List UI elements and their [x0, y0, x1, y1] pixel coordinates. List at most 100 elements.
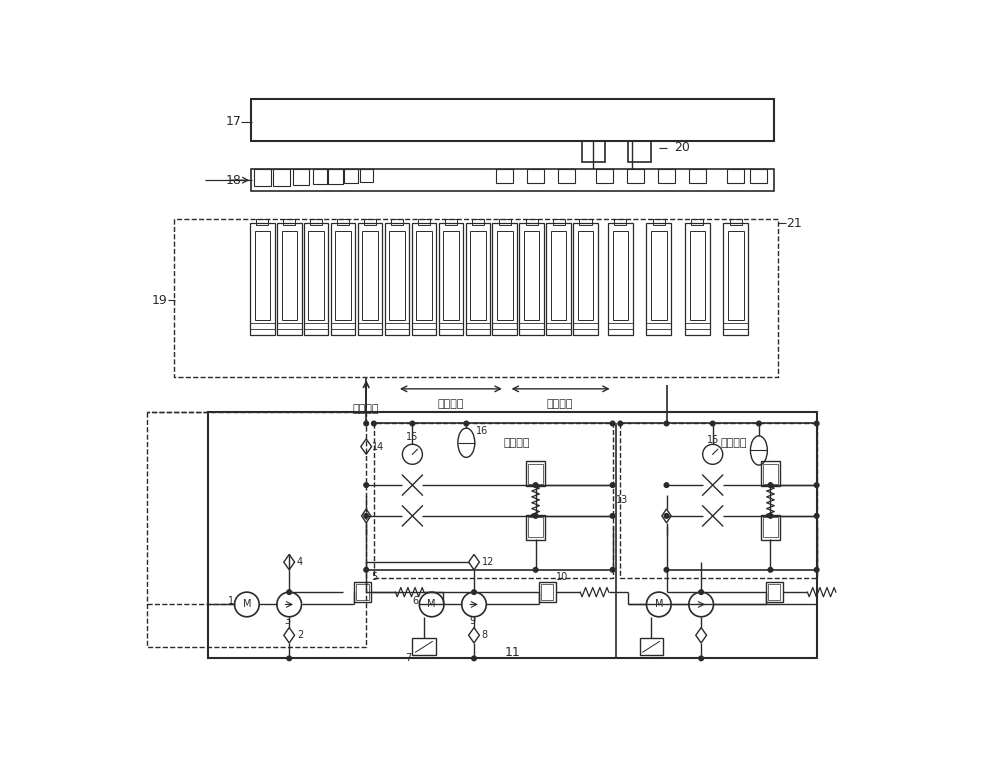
- Bar: [689, 169, 706, 183]
- Bar: [546, 223, 571, 335]
- Bar: [685, 223, 710, 335]
- Bar: [470, 231, 486, 320]
- Bar: [443, 231, 459, 320]
- Circle shape: [364, 421, 369, 426]
- Circle shape: [664, 567, 669, 572]
- Bar: [445, 219, 457, 225]
- Bar: [255, 231, 270, 320]
- Bar: [761, 461, 780, 486]
- Bar: [578, 231, 593, 320]
- Bar: [723, 223, 748, 335]
- Bar: [416, 231, 432, 320]
- Circle shape: [287, 656, 292, 661]
- Text: M: M: [427, 600, 436, 609]
- Circle shape: [472, 590, 476, 594]
- Text: 14: 14: [372, 442, 385, 451]
- Bar: [304, 223, 328, 335]
- Bar: [526, 219, 538, 225]
- Text: 卸荷阀组: 卸荷阀组: [503, 438, 530, 447]
- Bar: [761, 515, 780, 540]
- Text: 18: 18: [226, 174, 241, 186]
- Text: 20: 20: [674, 142, 690, 154]
- Circle shape: [699, 590, 703, 594]
- Bar: [391, 219, 403, 225]
- Circle shape: [410, 421, 415, 426]
- Bar: [313, 169, 327, 184]
- Circle shape: [610, 567, 615, 572]
- Bar: [360, 169, 373, 182]
- Circle shape: [464, 421, 469, 426]
- Bar: [541, 584, 553, 600]
- Text: 8: 8: [482, 631, 488, 640]
- Bar: [418, 219, 430, 225]
- Bar: [497, 231, 513, 320]
- Bar: [282, 231, 297, 320]
- Bar: [331, 223, 355, 335]
- Bar: [526, 461, 545, 486]
- Bar: [308, 231, 324, 320]
- Bar: [389, 231, 405, 320]
- Text: 16: 16: [476, 427, 488, 436]
- Text: 2: 2: [297, 631, 303, 640]
- Circle shape: [664, 514, 669, 518]
- Bar: [579, 219, 592, 225]
- Bar: [651, 231, 667, 320]
- Text: 15: 15: [707, 436, 719, 445]
- Bar: [293, 169, 309, 185]
- Bar: [412, 638, 436, 655]
- Bar: [608, 223, 633, 335]
- Bar: [646, 223, 671, 335]
- Text: 11: 11: [505, 647, 520, 659]
- Text: 顺序推溜: 顺序推溜: [438, 399, 464, 409]
- Circle shape: [814, 567, 819, 572]
- Text: 13: 13: [616, 496, 629, 505]
- Bar: [344, 169, 358, 183]
- Bar: [524, 231, 539, 320]
- Circle shape: [364, 514, 369, 518]
- Bar: [358, 223, 382, 335]
- Bar: [558, 169, 575, 183]
- Bar: [553, 219, 565, 225]
- Circle shape: [710, 421, 715, 426]
- Bar: [328, 169, 343, 183]
- Bar: [354, 582, 371, 602]
- Text: 5: 5: [372, 572, 378, 581]
- Bar: [337, 219, 349, 225]
- Bar: [766, 582, 783, 602]
- Circle shape: [664, 483, 669, 487]
- Bar: [763, 517, 778, 537]
- Bar: [627, 169, 644, 183]
- Text: M: M: [655, 600, 663, 609]
- Text: 液压支架: 液压支架: [353, 404, 379, 414]
- Circle shape: [699, 656, 703, 661]
- Bar: [254, 169, 271, 186]
- Bar: [750, 169, 767, 183]
- Text: 17: 17: [226, 116, 241, 128]
- Text: 4: 4: [297, 557, 303, 567]
- Circle shape: [533, 514, 538, 518]
- Bar: [277, 223, 302, 335]
- Circle shape: [664, 421, 669, 426]
- Bar: [573, 223, 598, 335]
- Bar: [499, 219, 511, 225]
- Bar: [356, 584, 369, 600]
- Bar: [250, 223, 275, 335]
- Circle shape: [768, 483, 773, 487]
- Bar: [362, 231, 378, 320]
- Bar: [364, 219, 376, 225]
- Bar: [613, 231, 628, 320]
- Circle shape: [618, 421, 623, 426]
- Bar: [614, 219, 626, 225]
- Text: 卸荷阀组: 卸荷阀组: [721, 438, 747, 447]
- Bar: [310, 219, 322, 225]
- Text: M: M: [243, 600, 251, 609]
- Text: 12: 12: [482, 557, 494, 567]
- Bar: [519, 223, 544, 335]
- Circle shape: [610, 483, 615, 487]
- Circle shape: [768, 567, 773, 572]
- Circle shape: [768, 514, 773, 518]
- Bar: [472, 219, 484, 225]
- Bar: [256, 219, 268, 225]
- Bar: [492, 223, 517, 335]
- Bar: [385, 223, 409, 335]
